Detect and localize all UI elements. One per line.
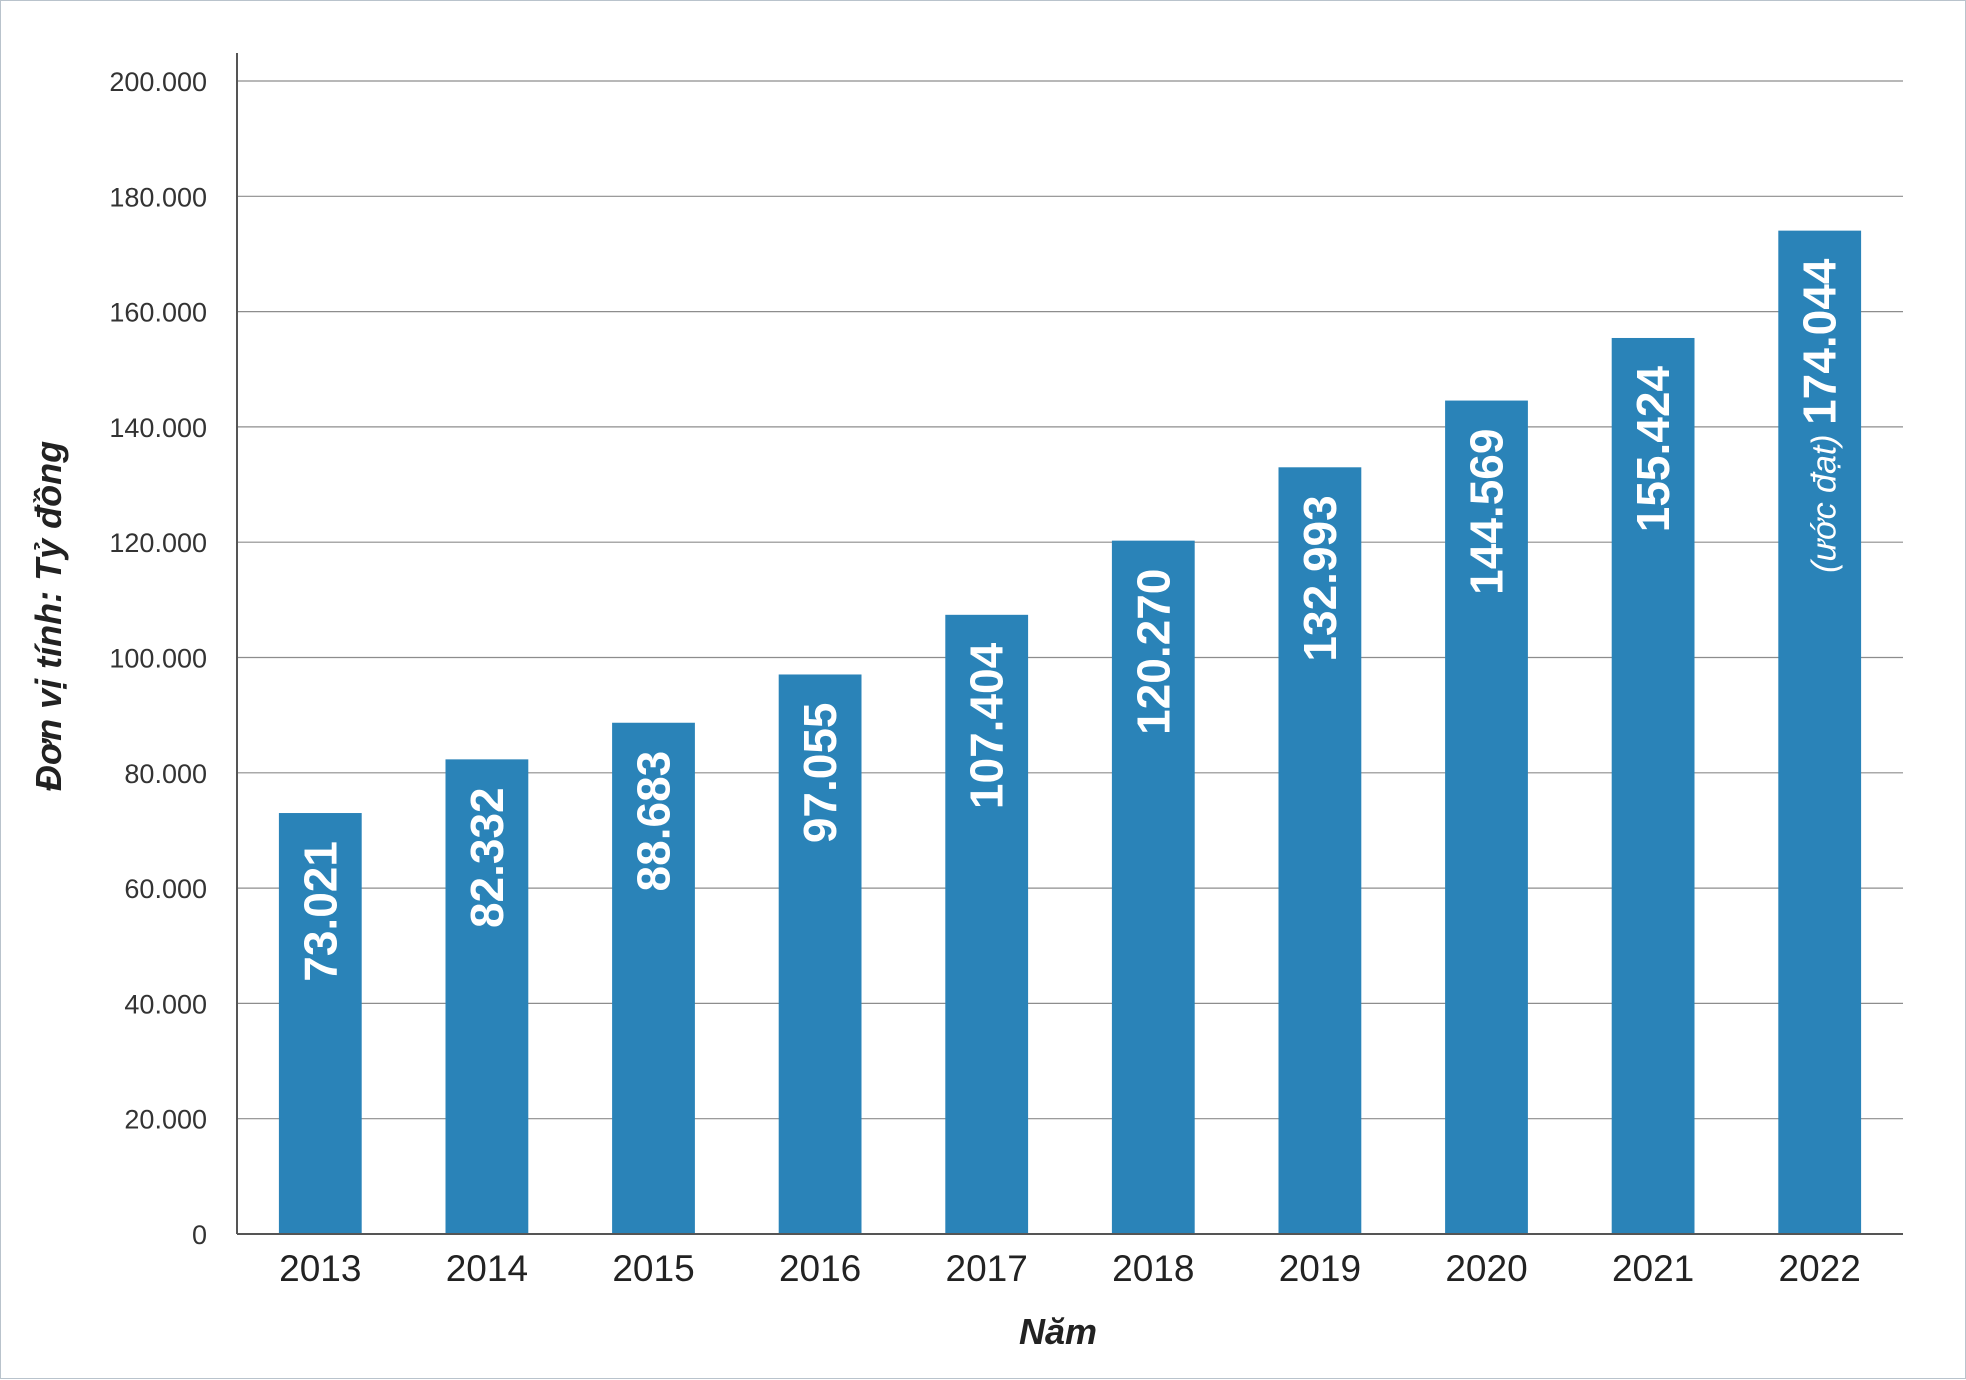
value-label-number: 107.404: [961, 642, 1013, 809]
bar-2020: [1445, 400, 1528, 1235]
x-tick-label: 2017: [946, 1248, 1028, 1289]
x-axis-title: Năm: [1019, 1311, 1097, 1352]
value-label-number: 97.055: [794, 702, 846, 843]
value-label: 144.569: [1461, 429, 1513, 595]
bar-2013: [278, 813, 362, 1234]
bar-2014: [445, 759, 529, 1234]
y-tick-label: 160.000: [109, 298, 207, 328]
y-tick-label: 100.000: [109, 644, 207, 674]
bar-2021: [1611, 337, 1695, 1234]
value-label-number: 73.021: [294, 841, 346, 982]
value-label: 120.270: [1127, 569, 1179, 735]
value-label: (ước đạt) 174.044: [1794, 258, 1846, 573]
value-label: 73.021: [294, 841, 346, 982]
bars: 73.021 82.332 88.683 97.055 107.404 120.270 13…: [278, 230, 1862, 1235]
value-label: 82.332: [461, 787, 513, 928]
value-label-number: 120.270: [1127, 569, 1179, 735]
y-tick-label: 0: [192, 1220, 207, 1250]
value-label: 97.055: [794, 702, 846, 843]
bar-2015: [612, 722, 695, 1234]
y-tick-label: 60.000: [124, 874, 207, 904]
value-label-number: 132.993: [1294, 495, 1346, 661]
x-tick-label: 2020: [1445, 1248, 1527, 1289]
y-tick-label: 40.000: [124, 989, 207, 1019]
x-tick-label: 2014: [446, 1248, 528, 1289]
value-label-number: 144.569: [1461, 429, 1513, 595]
x-tick-label: 2022: [1779, 1248, 1861, 1289]
x-tick-label: 2018: [1112, 1248, 1194, 1289]
bar-2017: [945, 614, 1029, 1234]
y-tick-label: 80.000: [124, 759, 207, 789]
bar-2019: [1278, 467, 1362, 1234]
y-axis-title: Đơn vị tính: Tỷ đồng: [28, 441, 69, 791]
value-label-number: 82.332: [461, 787, 513, 928]
bar-2018: [1111, 540, 1195, 1234]
y-tick-label: 140.000: [109, 413, 207, 443]
value-label: 107.404: [961, 642, 1013, 809]
y-tick-label: 120.000: [109, 528, 207, 558]
y-tick-label: 20.000: [124, 1105, 207, 1135]
bar-2022: [1778, 230, 1862, 1234]
x-tick-label: 2021: [1612, 1248, 1694, 1289]
axes: 0 20.000 40.000 60.000 80.000 100.000 120.000 1…: [109, 53, 1903, 1289]
value-label: 155.424: [1627, 366, 1679, 533]
x-tick-label: 2013: [279, 1248, 361, 1289]
value-label-number: 155.424: [1627, 366, 1679, 533]
value-label-number: 88.683: [628, 751, 680, 892]
value-label: 132.993: [1294, 495, 1346, 661]
x-tick-label: 2016: [779, 1248, 861, 1289]
value-label: 88.683: [628, 751, 680, 892]
x-tick-label: 2019: [1279, 1248, 1361, 1289]
value-label-number: 174.044: [1794, 258, 1846, 425]
bar-2016: [778, 674, 862, 1234]
value-note: (ước đạt): [1806, 425, 1844, 573]
y-tick-label: 200.000: [109, 67, 207, 97]
x-tick-label: 2015: [612, 1248, 694, 1289]
y-tick-label: 180.000: [109, 182, 207, 212]
